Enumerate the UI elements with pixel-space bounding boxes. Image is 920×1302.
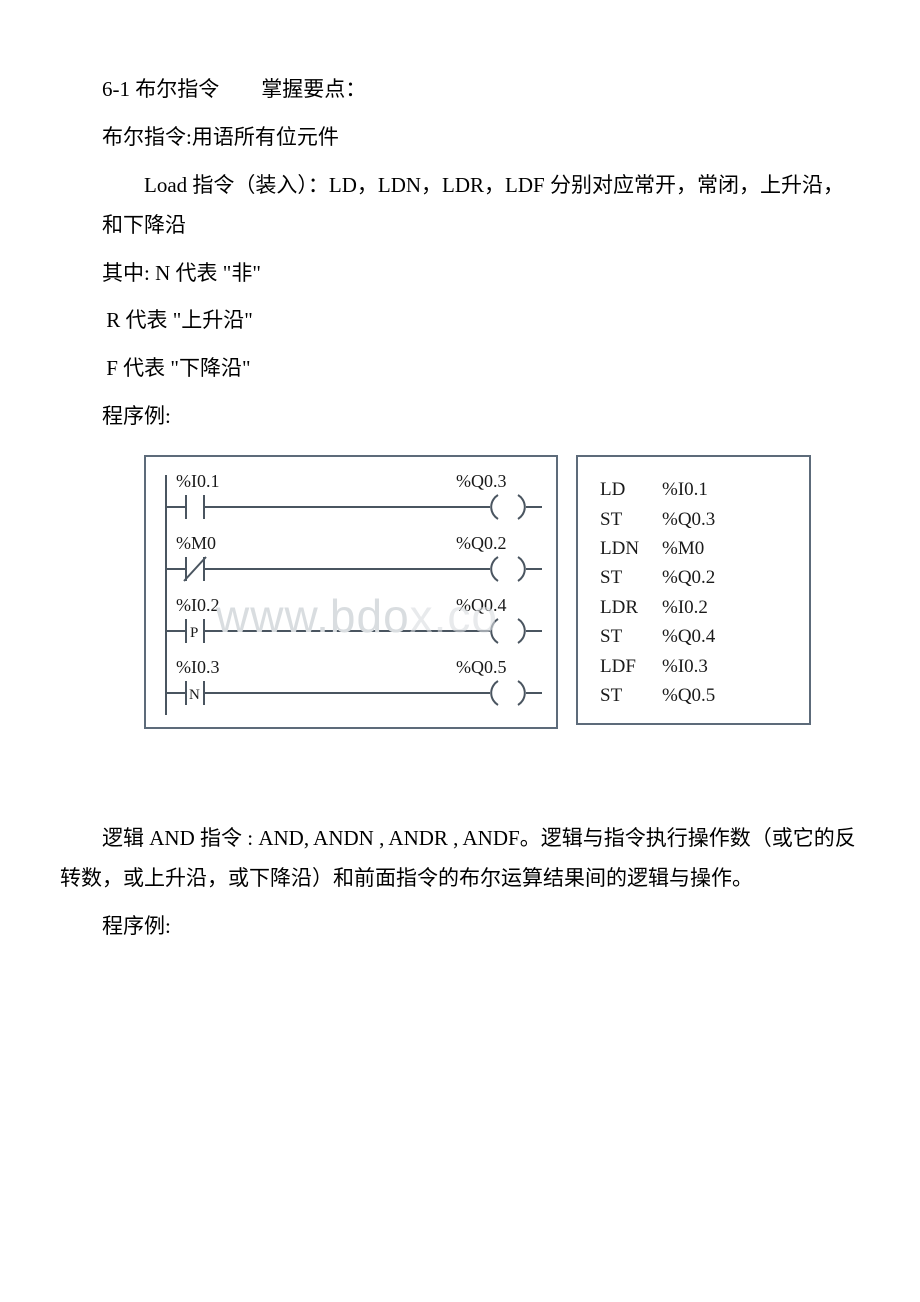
il-row: ST%Q0.2 bbox=[600, 563, 795, 592]
para-n-meaning: 其中: N 代表 "非" bbox=[60, 254, 860, 294]
il-row: LDF%I0.3 bbox=[600, 652, 795, 681]
para-example-label-2: 程序例: bbox=[60, 907, 860, 947]
rung2-in-label: %M0 bbox=[176, 533, 216, 553]
program-example-diagram: www.bdox.co %I0.1 %Q0.3 bbox=[144, 455, 860, 729]
para-r-meaning: R 代表 "上升沿" bbox=[60, 301, 860, 341]
rung2-out-label: %Q0.2 bbox=[456, 533, 507, 553]
para-load-instr: Load 指令（装入）：LD，LDN，LDR，LDF 分别对应常开，常闭，上升沿… bbox=[60, 166, 860, 246]
heading-6-1: 6-1 布尔指令 掌握要点： bbox=[60, 70, 860, 110]
svg-text:N: N bbox=[189, 687, 200, 703]
il-row: LD%I0.1 bbox=[600, 475, 795, 504]
rung1-in-label: %I0.1 bbox=[176, 471, 220, 491]
il-row: LDR%I0.2 bbox=[600, 593, 795, 622]
instruction-list: LD%I0.1 ST%Q0.3 LDN%M0 ST%Q0.2 LDR%I0.2 … bbox=[576, 455, 811, 725]
rung4-out-label: %Q0.5 bbox=[456, 657, 507, 677]
para-boolean-def: 布尔指令:用语所有位元件 bbox=[60, 118, 860, 158]
rung4-in-label: %I0.3 bbox=[176, 657, 220, 677]
il-row: ST%Q0.3 bbox=[600, 505, 795, 534]
rung3-in-label: %I0.2 bbox=[176, 595, 220, 615]
rung1-out-label: %Q0.3 bbox=[456, 471, 507, 491]
ladder-diagram: www.bdox.co %I0.1 %Q0.3 bbox=[144, 455, 558, 729]
para-and-instr: 逻辑 AND 指令 : AND, ANDN , ANDR , ANDF。逻辑与指… bbox=[60, 819, 860, 899]
para-example-label-1: 程序例: bbox=[60, 397, 860, 437]
para-f-meaning: F 代表 "下降沿" bbox=[60, 349, 860, 389]
ladder-svg: %I0.1 %Q0.3 %M0 bbox=[146, 457, 556, 727]
rung3-out-label: %Q0.4 bbox=[456, 595, 507, 615]
il-row: ST%Q0.4 bbox=[600, 622, 795, 651]
il-row: LDN%M0 bbox=[600, 534, 795, 563]
svg-text:P: P bbox=[190, 625, 198, 641]
il-row: ST%Q0.5 bbox=[600, 681, 795, 710]
